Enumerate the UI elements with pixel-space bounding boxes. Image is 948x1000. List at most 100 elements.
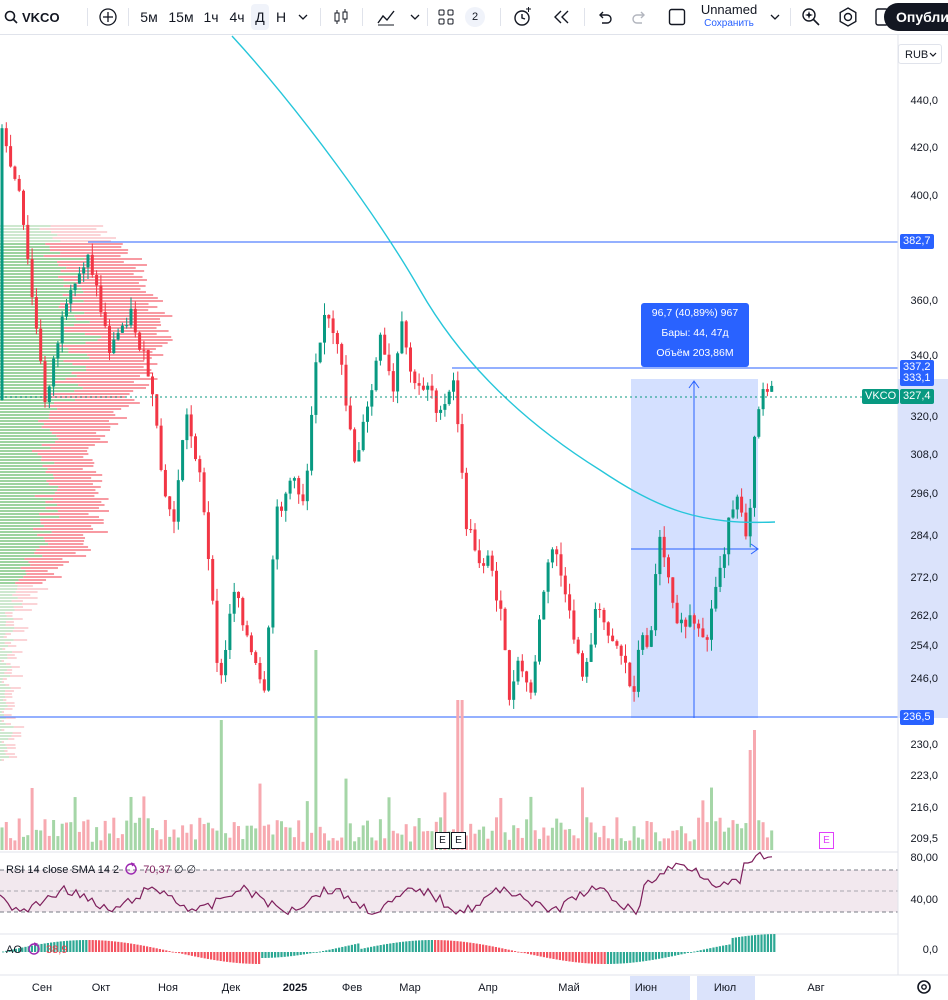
ao-bar: [312, 952, 315, 953]
save-link[interactable]: Сохранить: [704, 18, 754, 29]
ao-bar: [347, 945, 350, 952]
ao-bar: [370, 946, 373, 952]
quick-search-button[interactable]: [798, 4, 824, 30]
volume-profile-sell-bar: [67, 309, 149, 311]
ao-bar: [309, 952, 312, 954]
candle: [116, 332, 120, 340]
refresh-icon[interactable]: [124, 862, 138, 876]
ao-bar: [14, 948, 17, 952]
volume-profile-buy-bar: [0, 264, 59, 266]
volume-profile-sell-bar: [54, 441, 108, 443]
candle: [602, 609, 606, 623]
volume-profile-sell-bar: [1, 681, 4, 683]
layout-dropdown[interactable]: [768, 4, 782, 30]
volume-profile-buy-bar: [0, 597, 18, 599]
candle: [224, 649, 228, 676]
volume-bar: [482, 826, 486, 850]
auto-scale-button[interactable]: [906, 977, 940, 997]
ao-bar: [174, 952, 177, 953]
level-mid2-tag: 333,1: [900, 371, 934, 386]
candle: [718, 567, 722, 587]
volume-profile-sell-bar: [50, 447, 89, 449]
layout-name[interactable]: Unnamed Сохранить: [697, 2, 761, 30]
ao-bar: [75, 940, 78, 952]
chart-type-button[interactable]: [328, 4, 354, 30]
interval-15m[interactable]: 15м: [168, 9, 194, 25]
ao-bar: [488, 945, 491, 952]
layouts-button[interactable]: [434, 4, 458, 30]
volume-bar: [744, 823, 748, 850]
currency-selector[interactable]: RUB: [898, 44, 942, 64]
layout-checkbox[interactable]: [665, 4, 689, 30]
volume-bar: [340, 837, 344, 850]
volume-bar: [383, 838, 387, 850]
settings-button[interactable]: [835, 4, 861, 30]
volume-bar: [4, 821, 8, 850]
ao-bar: [635, 952, 638, 963]
symbol-search[interactable]: VKCO: [4, 4, 62, 30]
price-tick: 246,0: [910, 673, 938, 685]
interval-dropdown[interactable]: [294, 4, 312, 30]
volume-profile-sell-bar: [11, 600, 23, 602]
ao-bar: [43, 943, 46, 952]
indicators-button[interactable]: [372, 4, 400, 30]
volume-profile-buy-bar: [0, 381, 53, 383]
volume-profile-sell-bar: [48, 417, 127, 419]
last-price-tag: 327,4: [900, 389, 934, 404]
earnings-marker[interactable]: E: [435, 832, 450, 849]
ao-bar: [472, 943, 475, 952]
volume-bar: [486, 838, 490, 850]
price-chart[interactable]: [0, 34, 948, 1000]
volume-bar: [327, 840, 331, 850]
replay-button[interactable]: [548, 4, 574, 30]
earnings-marker[interactable]: E: [451, 832, 466, 849]
volume-bar: [254, 828, 258, 850]
ao-bar: [440, 940, 443, 952]
volume-profile-sell-bar: [45, 243, 123, 245]
gear-icon: [917, 980, 931, 994]
ao-bar: [2, 951, 5, 953]
time-tick: Май: [558, 982, 580, 994]
volume-profile-sell-bar: [101, 336, 172, 338]
volume-profile-sell-bar: [34, 495, 95, 497]
indicators-dropdown[interactable]: [408, 4, 422, 30]
volume-profile-sell-bar: [5, 690, 14, 692]
alert-button[interactable]: [508, 4, 536, 30]
volume-bar: [181, 825, 185, 850]
rsi-legend[interactable]: RSI 14 close SMA 14 2 70,37 ∅ ∅: [6, 862, 196, 876]
interval-day[interactable]: Д: [251, 4, 269, 30]
interval-5m[interactable]: 5м: [140, 9, 158, 25]
ao-bar: [645, 952, 648, 961]
ao-bar: [24, 946, 27, 952]
volume-bar: [770, 830, 774, 850]
interval-4h[interactable]: 4ч: [229, 9, 245, 25]
undo-button[interactable]: [592, 4, 616, 30]
volume-bar: [103, 820, 107, 850]
earnings-marker-upcoming[interactable]: E: [819, 832, 834, 849]
volume-bar: [624, 841, 627, 850]
volume-profile-buy-bar: [0, 612, 6, 614]
volume-profile-sell-bar: [10, 687, 21, 689]
volume-profile-sell-bar: [17, 585, 33, 587]
ao-bar: [277, 952, 280, 958]
ao-bar: [171, 951, 174, 953]
interval-week[interactable]: Н: [275, 9, 287, 25]
redo-button[interactable]: [628, 4, 652, 30]
candle: [533, 661, 537, 693]
volume-profile-buy-bar: [0, 231, 52, 233]
volume-profile-sell-bar: [48, 483, 93, 485]
ao-bar: [450, 940, 453, 952]
ao-legend[interactable]: AO 38,9: [6, 942, 67, 956]
volume-bar: [95, 827, 99, 850]
interval-1h[interactable]: 1ч: [203, 9, 219, 25]
publish-button[interactable]: Опублик: [884, 3, 948, 31]
candle: [417, 383, 421, 386]
candle: [512, 681, 516, 700]
compare-add-button[interactable]: [96, 4, 120, 30]
volume-profile-buy-bar: [0, 507, 46, 509]
volume-profile-sell-bar: [47, 468, 83, 470]
refresh-icon[interactable]: [27, 942, 41, 956]
volume-bar: [667, 838, 670, 850]
volume-profile-buy-bar: [0, 273, 80, 275]
volume-bar: [499, 797, 503, 850]
